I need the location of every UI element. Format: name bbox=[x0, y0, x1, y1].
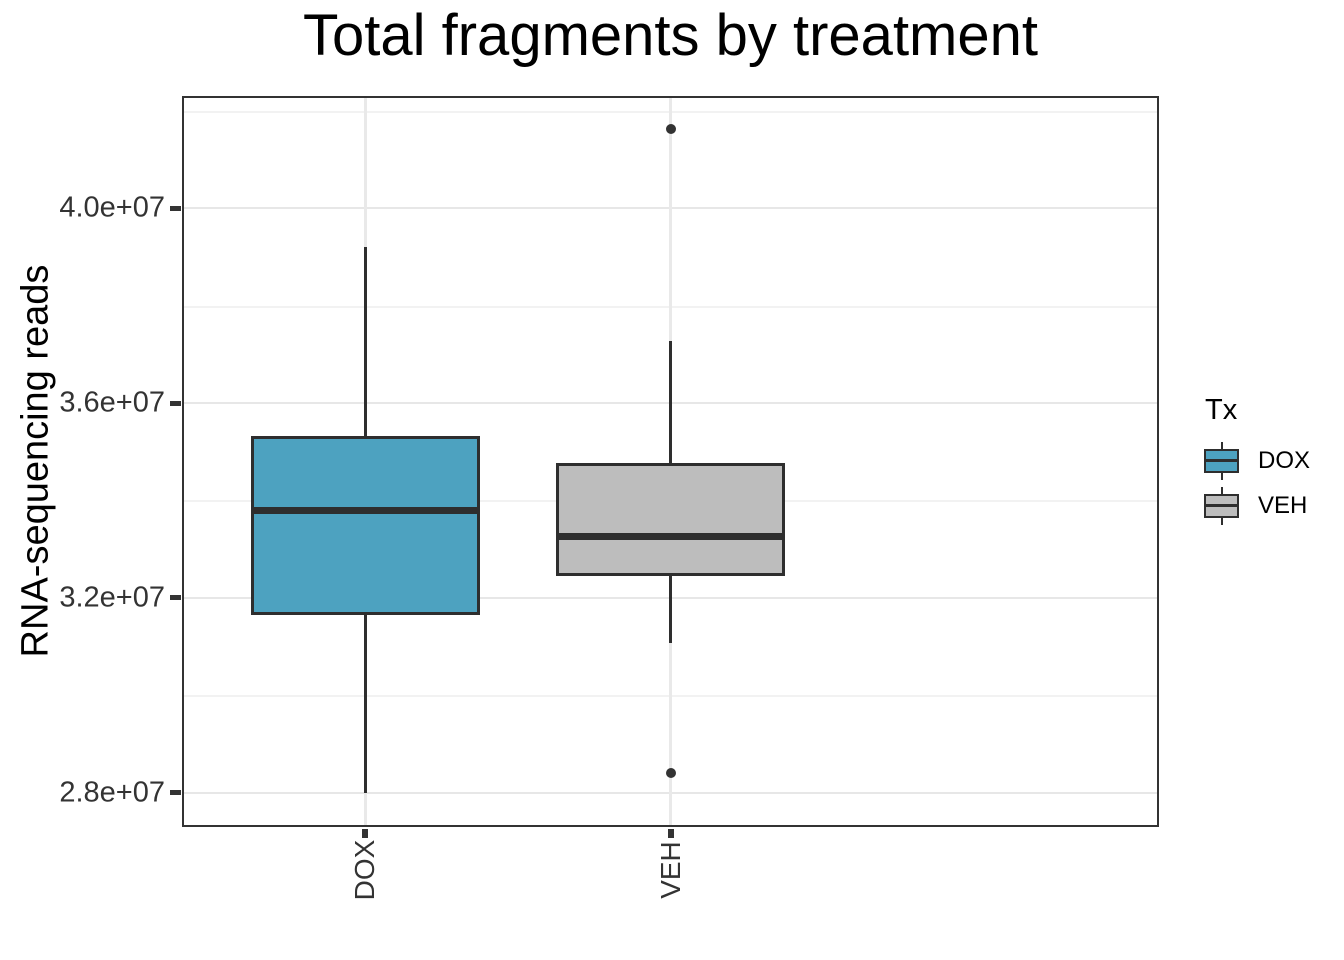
legend-key-median bbox=[1204, 459, 1239, 462]
y-tick-label: 2.8e+07 bbox=[59, 776, 165, 809]
median-DOX bbox=[250, 506, 480, 514]
legend-label: VEH bbox=[1258, 492, 1308, 519]
y-tick-mark bbox=[170, 790, 181, 796]
legend-title: Tx bbox=[1205, 394, 1238, 426]
legend-label: DOX bbox=[1258, 447, 1311, 474]
x-tick-label: VEH bbox=[654, 841, 686, 899]
legend-key-boxplot-icon bbox=[1203, 486, 1240, 526]
legend-entry-DOX: DOX bbox=[1203, 441, 1344, 481]
legend: Tx DOX VEH bbox=[1203, 394, 1344, 531]
legend-entries: DOX VEH bbox=[1203, 441, 1344, 526]
median-VEH bbox=[556, 532, 785, 540]
y-tick-mark bbox=[170, 400, 181, 406]
legend-entry-VEH: VEH bbox=[1203, 486, 1344, 526]
y-tick-mark bbox=[170, 205, 181, 211]
box-DOX bbox=[250, 436, 480, 616]
y-tick-mark bbox=[170, 595, 181, 601]
plot-title: Total fragments by treatment bbox=[303, 3, 1038, 68]
outlier-point bbox=[665, 767, 676, 778]
y-tick-label: 3.6e+07 bbox=[59, 386, 165, 419]
y-tick-label: 3.2e+07 bbox=[59, 581, 165, 614]
x-tick-label: DOX bbox=[349, 839, 381, 901]
box-VEH bbox=[556, 462, 785, 576]
legend-key-boxplot-icon bbox=[1203, 441, 1240, 481]
y-tick-label: 4.0e+07 bbox=[59, 191, 165, 224]
x-tick-mark bbox=[667, 829, 674, 838]
legend-key-median bbox=[1204, 504, 1239, 507]
outlier-point bbox=[665, 124, 676, 135]
plot-panel bbox=[182, 96, 1159, 827]
x-tick-mark bbox=[362, 829, 369, 838]
